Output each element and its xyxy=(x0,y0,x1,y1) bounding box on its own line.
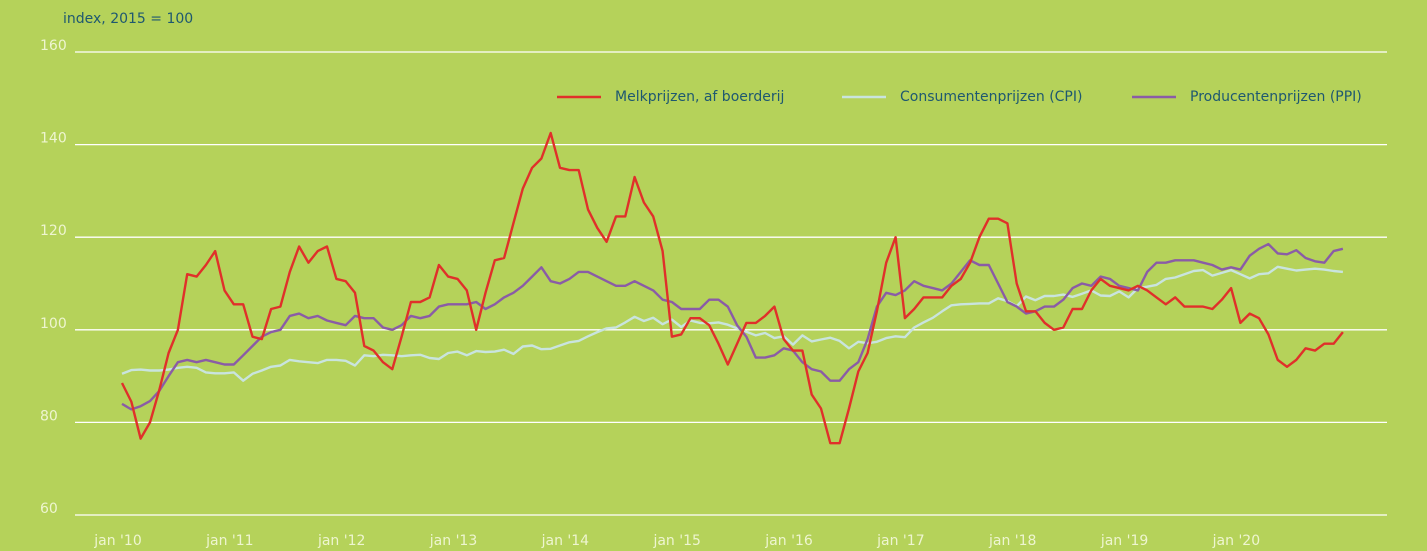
x-tick-label: jan '13 xyxy=(429,533,477,549)
series-line xyxy=(120,131,1344,445)
x-tick-label: jan '11 xyxy=(205,533,253,549)
y-tick-label: 140 xyxy=(40,131,67,147)
x-tick-label: jan '10 xyxy=(93,533,141,549)
x-tick-label: jan '17 xyxy=(876,533,924,549)
y-tick-label: 160 xyxy=(40,38,67,54)
x-tick-label: jan '16 xyxy=(764,533,813,549)
y-tick-label: 100 xyxy=(40,316,67,332)
legend-label: Consumentenprijzen (CPI) xyxy=(900,89,1082,105)
x-tick-label: jan '18 xyxy=(988,533,1036,549)
y-axis-label: index, 2015 = 100 xyxy=(63,11,193,27)
x-tick-label: jan '19 xyxy=(1100,533,1148,549)
legend-label: Producentenprijzen (PPI) xyxy=(1190,89,1362,105)
y-tick-label: 60 xyxy=(40,501,58,517)
y-tick-label: 80 xyxy=(40,408,58,424)
y-tick-label: 120 xyxy=(40,223,67,239)
legend-label: Melkprijzen, af boerderij xyxy=(615,89,784,105)
x-tick-label: jan '20 xyxy=(1212,533,1260,549)
x-tick-label: jan '14 xyxy=(541,533,590,549)
x-tick-label: jan '12 xyxy=(317,533,365,549)
x-tick-label: jan '15 xyxy=(652,533,700,549)
